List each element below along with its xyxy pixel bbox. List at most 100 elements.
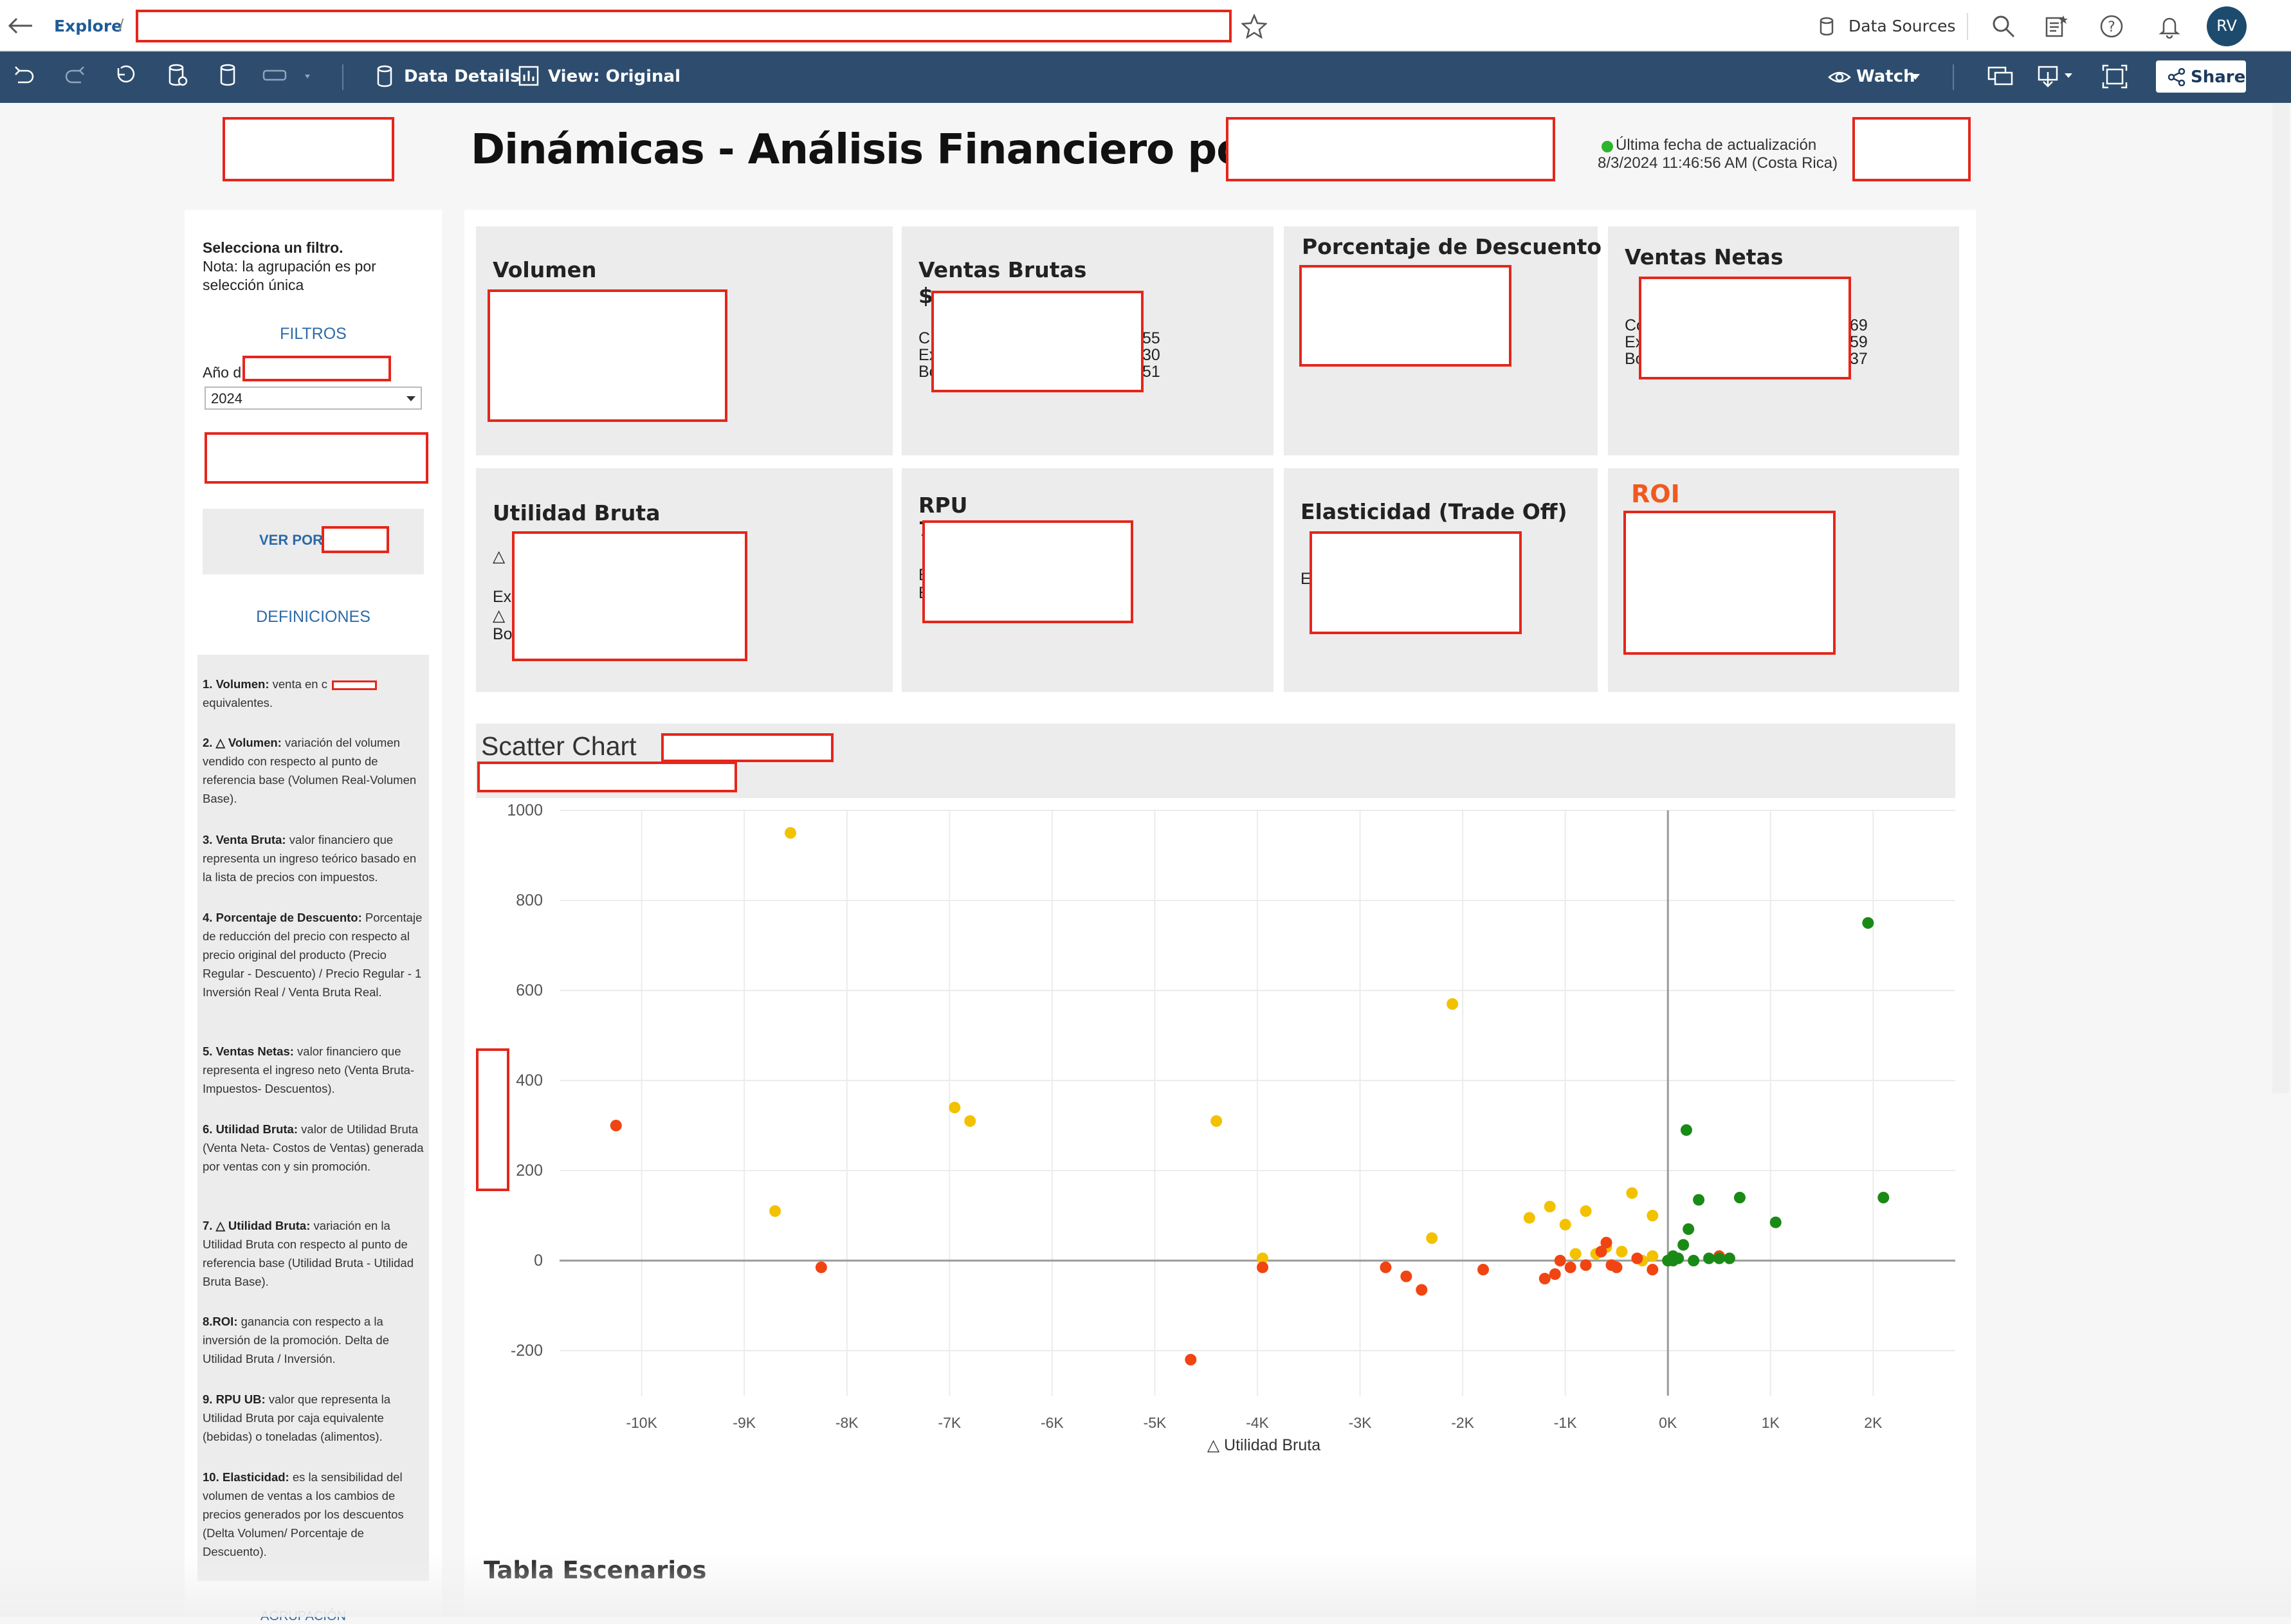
- definitions-heading[interactable]: DEFINICIONES: [256, 608, 370, 626]
- x-tick-label: -2K: [1451, 1414, 1474, 1431]
- revert-icon[interactable]: [113, 63, 136, 87]
- y-tick-label: 400: [516, 1072, 543, 1090]
- definition-item: equivalentes.: [203, 696, 273, 709]
- full-screen-icon[interactable]: [2102, 64, 2128, 89]
- redacted-ventas-netas-value: [1639, 277, 1851, 379]
- undo-icon[interactable]: [13, 64, 36, 87]
- scatter-point-yellow: [1447, 998, 1459, 1010]
- refresh-data-icon[interactable]: [167, 63, 190, 89]
- page-scrollbar[interactable]: [2272, 103, 2289, 1093]
- redacted-utilidad-value: [512, 531, 747, 661]
- kpi-row-label: Ex: [493, 588, 512, 606]
- kpi-row-value: 59: [1850, 333, 1868, 351]
- kpi-row-value: 51: [1142, 363, 1160, 381]
- scatter-point-green: [1703, 1252, 1715, 1264]
- scatter-point-green: [1683, 1223, 1695, 1235]
- definition-item: 2. △ Volumen: variación del volumen vend…: [203, 736, 417, 805]
- kpi-prefix-ventas-brutas: $: [918, 283, 933, 308]
- scatter-point-yellow: [1544, 1201, 1556, 1212]
- definition-item: 5. Ventas Netas: valor financiero que re…: [203, 1045, 415, 1095]
- help-icon[interactable]: ?: [2099, 14, 2124, 39]
- redacted-volumen-value: [488, 289, 727, 422]
- back-arrow-icon[interactable]: [8, 17, 33, 35]
- view-original-button[interactable]: View: Original: [548, 67, 681, 86]
- watch-button[interactable]: Watch: [1856, 67, 1915, 86]
- dropdown-caret-icon: [406, 396, 415, 401]
- kpi-title-volumen: Volumen: [493, 257, 597, 282]
- data-details-button[interactable]: Data Details: [404, 67, 520, 86]
- ver-por-button[interactable]: VER POR: [203, 509, 424, 574]
- kpi-title-roi: ROI: [1631, 480, 1680, 508]
- redacted-descuento-value: [1299, 265, 1511, 367]
- breadcrumb-explore[interactable]: Explore: [54, 17, 123, 35]
- redacted-roi-value: [1623, 511, 1836, 655]
- scatter-point-green: [1723, 1252, 1735, 1264]
- scenarios-table-title: Tabla Escenarios: [484, 1556, 707, 1584]
- kpi-title-ventas-netas: Ventas Netas: [1625, 244, 1784, 269]
- redacted-logo-left: [223, 117, 394, 181]
- data-details-icon: [377, 65, 392, 87]
- x-tick-label: 0K: [1659, 1414, 1677, 1431]
- last-update-label: Última fecha de actualización: [1616, 136, 1817, 154]
- chart-points: [610, 827, 1890, 1365]
- replay-animation-icon[interactable]: [262, 66, 314, 86]
- scatter-point-red: [1380, 1261, 1392, 1273]
- year-filter-dropdown[interactable]: 2024: [205, 387, 422, 410]
- scatter-point-red: [1611, 1261, 1623, 1273]
- scatter-point-green: [1862, 917, 1874, 929]
- scatter-point-red: [1580, 1259, 1592, 1271]
- scatter-point-red: [1538, 1273, 1551, 1284]
- comments-icon[interactable]: [1987, 66, 2013, 87]
- favorite-star-icon[interactable]: [1241, 14, 1267, 39]
- filter-note-line2: selección única: [203, 277, 304, 293]
- scatter-point-yellow: [1523, 1212, 1535, 1224]
- last-update-value: 8/3/2024 11:46:56 AM (Costa Rica): [1598, 154, 1838, 172]
- chart-axes: -10K -9K -8K -7K -6K -5K -4K -3K -2K -1K 0K 1K 2K 100…: [507, 801, 1955, 1431]
- ver-por-label: VER POR: [259, 532, 324, 548]
- svg-text:?: ?: [2108, 19, 2115, 35]
- scatter-point-yellow: [769, 1205, 781, 1217]
- scatter-point-green: [1877, 1192, 1890, 1203]
- definition-item: 4. Porcentaje de Descuento: Porcentaje d…: [203, 911, 423, 999]
- y-tick-label: 800: [516, 891, 543, 909]
- scatter-point-yellow: [1426, 1232, 1438, 1244]
- scatter-point-red: [1400, 1270, 1412, 1282]
- breadcrumb-separator: /: [118, 15, 124, 34]
- scatter-point-green: [1693, 1194, 1705, 1206]
- scatter-point-red: [815, 1261, 827, 1273]
- scatter-chart: -10K -9K -8K -7K -6K -5K -4K -3K -2K -1K 0K 1K 2K 100…: [507, 801, 1955, 1454]
- y-tick-label: 0: [534, 1252, 543, 1270]
- kpi-title-elasticidad: Elasticidad (Trade Off): [1301, 499, 1567, 524]
- kpi-row-label: C: [918, 329, 931, 347]
- scatter-point-red: [1564, 1261, 1576, 1273]
- redo-icon[interactable]: [63, 64, 86, 87]
- kpi-title-utilidad-bruta: Utilidad Bruta: [493, 500, 661, 525]
- scatter-point-yellow: [1559, 1219, 1571, 1230]
- filters-heading: FILTROS: [280, 325, 347, 343]
- kpi-title-ventas-brutas: Ventas Brutas: [918, 257, 1087, 282]
- scatter-point-green: [1667, 1250, 1679, 1262]
- data-sources-link[interactable]: Data Sources: [1848, 17, 1956, 35]
- x-tick-label: -7K: [938, 1414, 961, 1431]
- recents-icon[interactable]: [2044, 14, 2068, 39]
- scatter-point-green: [1677, 1239, 1690, 1251]
- avatar[interactable]: RV: [2207, 6, 2247, 46]
- scatter-point-yellow: [1647, 1250, 1659, 1262]
- share-button[interactable]: Share: [2156, 60, 2246, 93]
- x-tick-label: -1K: [1554, 1414, 1577, 1431]
- x-tick-label: 1K: [1762, 1414, 1780, 1431]
- notifications-bell-icon[interactable]: [2157, 14, 2182, 39]
- pause-updates-icon[interactable]: [219, 63, 242, 89]
- scatter-point-yellow: [1256, 1252, 1268, 1264]
- download-icon[interactable]: [2038, 64, 2076, 89]
- search-icon[interactable]: [1991, 14, 2016, 39]
- scatter-point-red: [610, 1120, 622, 1131]
- definition-item: 7. △ Utilidad Bruta: variación en la Uti…: [203, 1219, 414, 1288]
- redacted-filter: [205, 432, 428, 484]
- redacted-scatter-title-suffix: [661, 733, 834, 762]
- kpi-row-value: 55: [1142, 329, 1160, 347]
- redacted-ver-por-suffix: [322, 526, 389, 553]
- share-label: Share: [2191, 68, 2246, 87]
- watch-chevron-down-icon[interactable]: [1910, 73, 1921, 81]
- redacted-y-axis-label: [476, 1048, 509, 1191]
